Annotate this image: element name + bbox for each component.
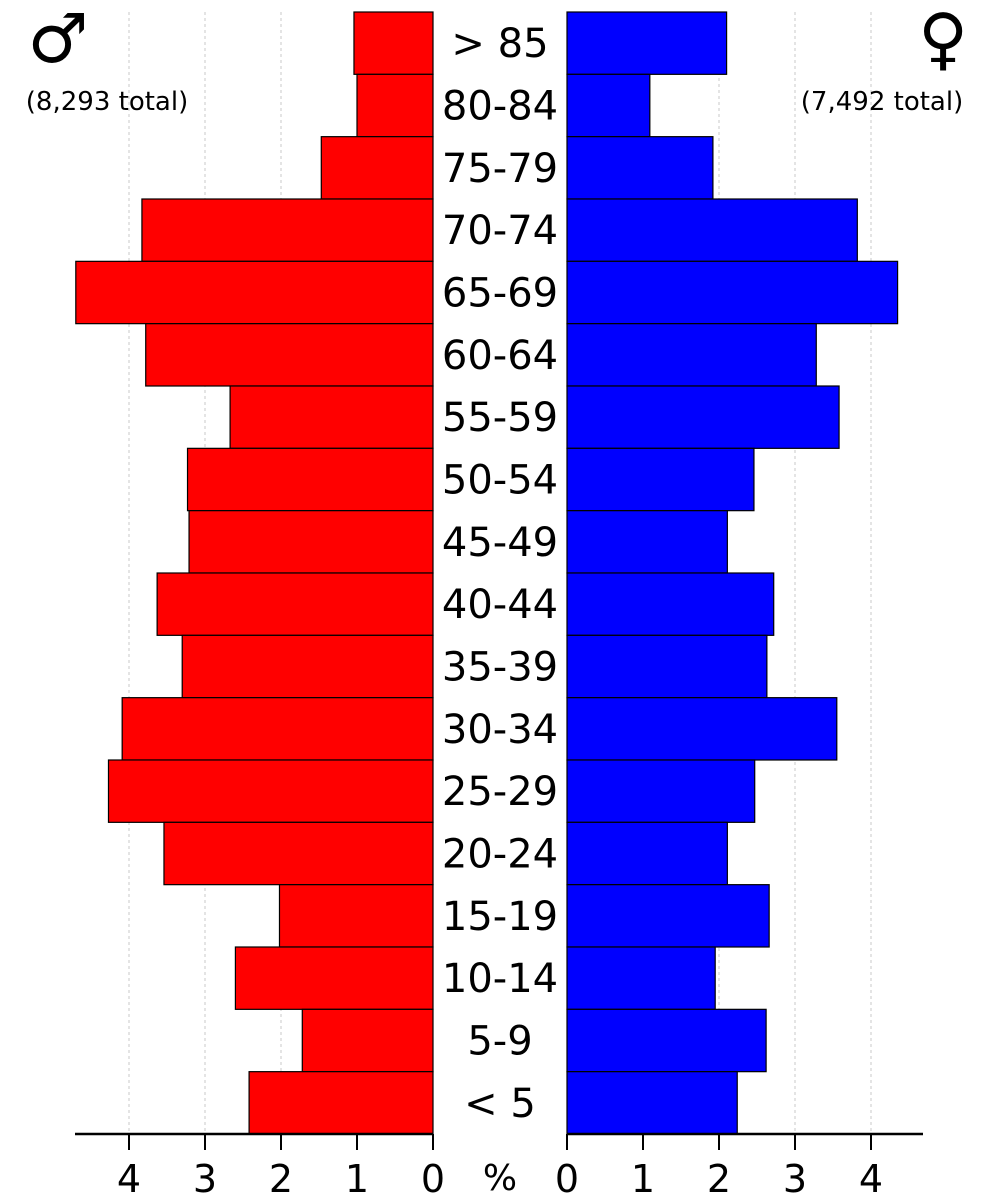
female-bar [566, 759, 756, 823]
left-tick-label: 0 [421, 1157, 445, 1200]
age-group-label: 65-69 [442, 271, 558, 317]
age-group-label: 25-29 [442, 769, 558, 815]
age-group-label: 30-34 [442, 707, 558, 753]
male-bar [356, 73, 434, 138]
female-total-label: (7,492 total) [801, 87, 963, 117]
female-bar [566, 198, 858, 262]
left-tick-label: 4 [117, 1157, 141, 1200]
female-bar [566, 697, 838, 761]
age-group-label: 5-9 [467, 1019, 532, 1065]
age-group-label: 40-44 [442, 582, 558, 628]
male-total-label: (8,293 total) [26, 87, 188, 117]
female-bar [566, 1008, 767, 1073]
male-bar [188, 510, 434, 574]
male-bar [186, 447, 434, 512]
female-bar [566, 572, 775, 636]
male-bar [156, 572, 434, 636]
age-group-label: 50-54 [442, 458, 558, 504]
left-tick-label: 3 [193, 1157, 217, 1200]
female-bar [566, 634, 768, 699]
left-tick-label: 1 [345, 1157, 369, 1200]
female-bar [566, 1071, 738, 1135]
age-group-labels: > 85 80-84 75-79 70-74 65-69 60-64 55-59 50-54 4… [442, 21, 558, 1127]
female-bar [566, 821, 728, 886]
male-bar [121, 697, 434, 761]
age-group-label: 15-19 [442, 894, 558, 940]
age-group-label: 20-24 [442, 832, 558, 878]
female-bar [566, 260, 899, 325]
male-bar [229, 385, 434, 449]
age-group-label: 75-79 [442, 146, 558, 192]
age-group-label: 55-59 [442, 395, 558, 441]
age-group-label: 70-74 [442, 208, 558, 254]
male-bar [301, 1008, 434, 1073]
right-x-ticks: 0 1 2 3 4 [555, 1134, 883, 1200]
male-bar [353, 11, 434, 75]
x-axis-unit-label: % [483, 1158, 517, 1199]
male-symbol-icon: ♂ [28, 0, 89, 79]
male-bar [145, 323, 434, 387]
age-group-label: 60-64 [442, 333, 558, 379]
right-tick-label: 4 [859, 1157, 883, 1200]
female-bar [566, 884, 770, 948]
female-bar [566, 11, 728, 75]
female-bar [566, 946, 716, 1010]
age-group-label: 45-49 [442, 520, 558, 566]
right-tick-label: 3 [783, 1157, 807, 1200]
male-bar [278, 884, 434, 948]
male-bar [107, 759, 434, 823]
right-tick-label: 1 [631, 1157, 655, 1200]
age-group-label: < 5 [464, 1081, 536, 1127]
male-bar [75, 260, 434, 325]
right-tick-label: 2 [707, 1157, 731, 1200]
female-bar [566, 73, 651, 138]
age-group-label: 80-84 [442, 84, 558, 130]
female-bars [566, 11, 899, 1135]
female-bar [566, 323, 817, 387]
male-bars [75, 11, 434, 1135]
age-group-label: 35-39 [442, 645, 558, 691]
male-bar [320, 136, 434, 200]
female-bar [566, 385, 840, 449]
male-bar [248, 1071, 434, 1135]
male-bar [163, 821, 434, 886]
right-tick-label: 0 [555, 1157, 579, 1200]
female-bar [566, 136, 714, 200]
female-bar [566, 510, 728, 574]
female-symbol-icon: ♀ [918, 0, 968, 79]
male-bar [234, 946, 434, 1010]
left-x-ticks: 4 3 2 1 0 [117, 1134, 445, 1200]
left-tick-label: 2 [269, 1157, 293, 1200]
male-bar [181, 634, 434, 699]
age-group-label: > 85 [451, 21, 548, 67]
female-bar [566, 447, 755, 512]
age-group-label: 10-14 [442, 956, 558, 1002]
male-bar [141, 198, 434, 262]
